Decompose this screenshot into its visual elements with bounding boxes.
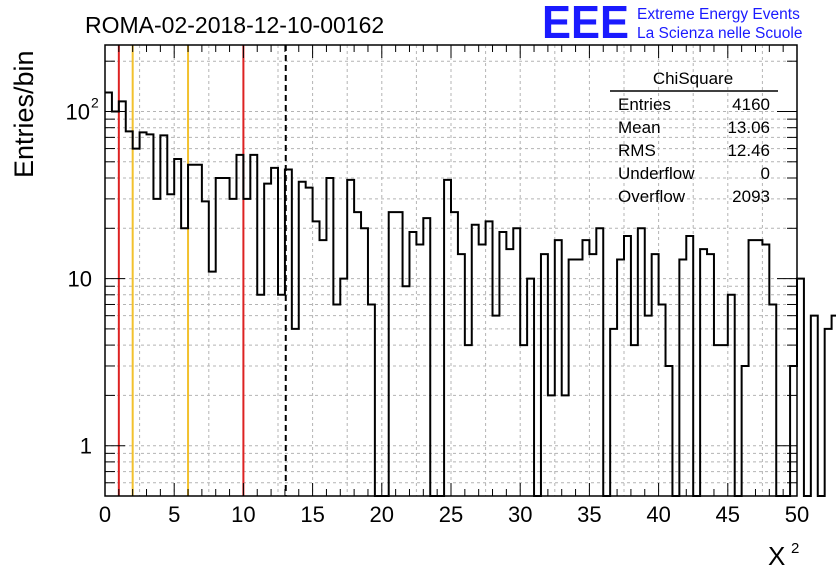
stats-row-value: 0 [761,164,770,183]
x-tick-label: 15 [300,502,324,527]
y-tick-label: 10 [66,99,90,124]
x-tick-labels: 0 5 10 15 20 25 30 35 40 45 50 [99,502,809,527]
stats-row-label: Underflow [618,164,695,183]
histogram-outline [105,91,836,497]
stats-row-value: 13.06 [727,118,770,137]
x-tick-label: 30 [508,502,532,527]
eee-logo-line1: Extreme Energy Events [637,6,800,23]
stats-row-label: Entries [618,95,671,114]
stats-row-label: RMS [618,141,656,160]
y-tick-label-exponent: 2 [91,94,99,110]
stats-box: ChiSquare Entries 4160 Mean 13.06 RMS 12.46 Un… [610,69,778,206]
x-tick-label: 10 [231,502,255,527]
x-axis-label-superscript: 2 [791,540,799,557]
x-tick-label: 40 [646,502,670,527]
y-tick-label: 1 [80,434,92,459]
stats-box-title: ChiSquare [653,69,733,88]
chart-title: ROMA-02-2018-12-10-00162 [85,12,384,38]
x-tick-label: 5 [168,502,180,527]
stats-box-rows: Entries 4160 Mean 13.06 RMS 12.46 Underflow 0 Ov… [618,95,770,206]
x-axis-label-text: X [768,541,785,571]
x-axis-label: X 2 [768,540,799,571]
axis-ticks [104,45,798,496]
reference-lines [117,45,287,496]
x-tick-label: 35 [577,502,601,527]
eee-logo: EEE Extreme Energy Events La Scienza nel… [542,0,802,48]
stats-row-value: 2093 [732,187,770,206]
x-tick-label: 25 [439,502,463,527]
stats-row-label: Overflow [618,187,686,206]
eee-logo-line2: La Scienza nelle Scuole [637,25,802,42]
x-tick-label: 0 [99,502,111,527]
stats-row-label: Mean [618,118,661,137]
x-tick-label: 20 [370,502,394,527]
y-tick-label: 10 [68,267,92,292]
stats-row-value: 12.46 [727,141,770,160]
x-tick-label: 45 [716,502,740,527]
x-tick-label: 50 [785,502,809,527]
histogram-series [105,91,836,497]
grid [105,45,797,496]
eee-logo-mark: EEE [542,0,629,48]
stats-row-value: 4160 [732,95,770,114]
y-axis-label: Entries/bin [9,50,39,178]
